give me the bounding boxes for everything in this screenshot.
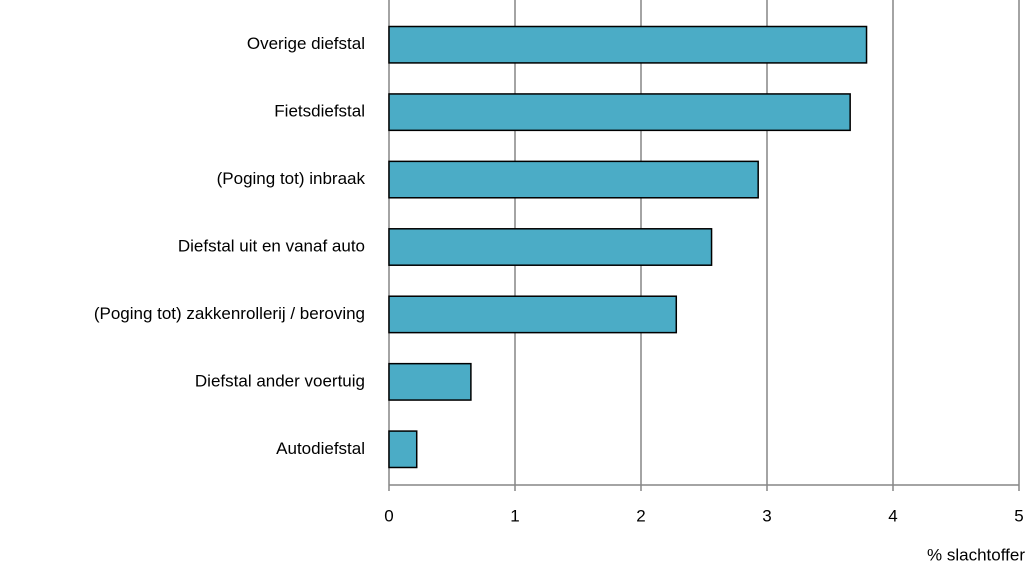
x-tick-label: 0: [384, 506, 393, 525]
y-tick-label: Diefstal ander voertuig: [195, 371, 365, 390]
x-tick-label: 5: [1014, 506, 1023, 525]
bar: [388, 25, 868, 64]
x-tick-label: 3: [762, 506, 771, 525]
bar: [388, 362, 472, 401]
bar: [388, 228, 713, 266]
y-tick-label: Diefstal uit en vanaf auto: [178, 236, 365, 255]
y-tick-label: (Poging tot) inbraak: [217, 169, 366, 188]
x-tick-label: 1: [510, 506, 519, 525]
y-tick-label: (Poging tot) zakkenrollerij / beroving: [94, 304, 365, 323]
bar: [388, 160, 759, 199]
x-axis-label: % slachtoffer: [927, 545, 1025, 564]
x-tick-label: 2: [636, 506, 645, 525]
y-tick-label: Overige diefstal: [247, 34, 365, 53]
y-tick-label: Fietsdiefstal: [274, 102, 365, 121]
x-tick-label: 4: [888, 506, 897, 525]
y-tick-label: Autodiefstal: [276, 439, 365, 458]
bar: [388, 93, 851, 132]
bar: [388, 295, 678, 334]
bar: [388, 430, 418, 469]
